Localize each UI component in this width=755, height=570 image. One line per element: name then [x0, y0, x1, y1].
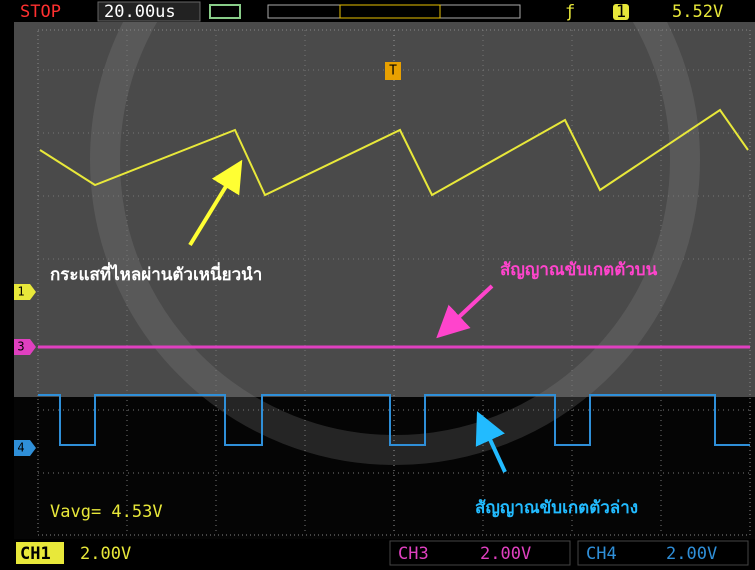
graticule-border	[37, 29, 751, 536]
trigger-channel[interactable]: 1	[616, 2, 626, 22]
ch3-box	[389, 540, 571, 566]
annotation-upper-gate: สัญญาณขับเกตตัวบน	[500, 260, 658, 280]
ch3-name[interactable]: CH3	[398, 544, 429, 564]
arrow-ch4	[475, 411, 507, 473]
ch1-marker-label: 1	[17, 285, 24, 299]
watermark	[90, 0, 700, 465]
memory-window	[339, 4, 441, 19]
trigger-level[interactable]: 5.52V	[672, 2, 723, 22]
timebase-box	[97, 1, 201, 22]
ch1-name[interactable]: CH1	[20, 544, 51, 564]
annotation-inductor-current: กระแสที่ไหลผ่านตัวเหนี่ยวนำ	[50, 262, 262, 285]
ch4-marker-label: 4	[17, 441, 24, 455]
annotation-lower-gate: สัญญาณขับเกตตัวล่าง	[475, 498, 638, 518]
ch1-scale[interactable]: 2.00V	[80, 544, 131, 564]
measurement: Vavg= 4.53V	[50, 502, 163, 522]
ch3-scale[interactable]: 2.00V	[480, 544, 531, 564]
trigger-marker-label: T	[389, 64, 397, 79]
arrow-ch3	[436, 284, 494, 339]
ch4-waveform	[38, 394, 750, 446]
ch3-marker	[14, 339, 36, 355]
trigger-edge: ƒ	[565, 2, 575, 22]
trigger-channel-box	[613, 4, 629, 20]
timebase[interactable]: 20.00us	[104, 2, 176, 22]
ch1-badge	[16, 542, 64, 564]
ch4-box	[577, 540, 749, 566]
battery-icon	[209, 4, 241, 19]
ch1-marker	[14, 284, 36, 300]
ch4-name[interactable]: CH4	[586, 544, 617, 564]
trigger-marker	[385, 62, 401, 80]
ch1-waveform	[39, 108, 749, 197]
lower-area	[14, 397, 755, 539]
ch4-scale[interactable]: 2.00V	[666, 544, 717, 564]
run-status[interactable]: STOP	[20, 2, 61, 22]
arrow-ch1	[188, 159, 243, 247]
ch3-marker-label: 3	[17, 340, 24, 354]
upper-area	[14, 22, 755, 397]
ch4-marker	[14, 440, 36, 456]
